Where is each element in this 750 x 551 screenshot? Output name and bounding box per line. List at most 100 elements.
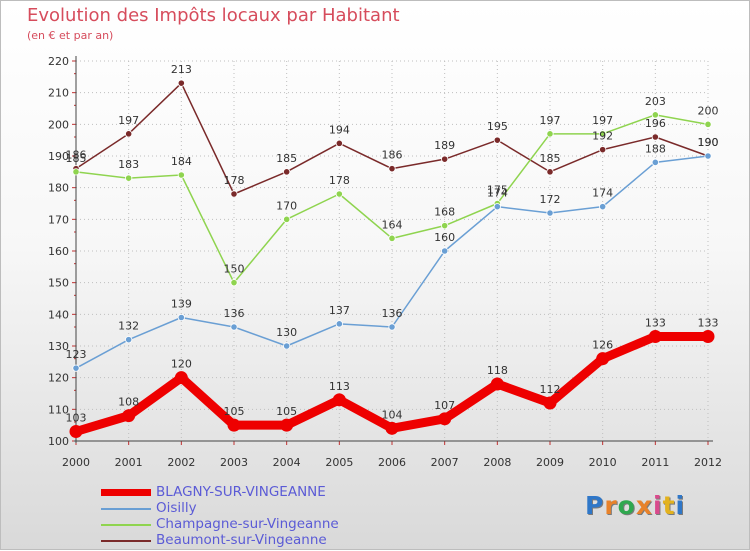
data-point-3: [230, 190, 238, 198]
data-point-1: [283, 342, 291, 350]
y-tick-label: 170: [48, 213, 69, 226]
y-tick-label: 120: [48, 372, 69, 385]
legend-swatch-champagne: [101, 524, 151, 526]
data-label-0: 118: [487, 364, 508, 377]
x-tick-label: 2007: [431, 456, 459, 469]
series-lines: [69, 79, 715, 438]
data-point-1: [125, 336, 133, 344]
chart-title: Evolution des Impôts locaux par Habitant: [27, 5, 400, 26]
data-label-0: 103: [66, 412, 87, 425]
data-label-3: 186: [382, 149, 403, 162]
x-tick-label: 2001: [115, 456, 143, 469]
y-tick-label: 220: [48, 55, 69, 68]
y-tick-label: 200: [48, 118, 69, 131]
data-label-0: 108: [118, 396, 139, 409]
x-tick-label: 2008: [483, 456, 511, 469]
data-point-1: [177, 313, 185, 322]
y-tick-label: 180: [48, 182, 69, 195]
data-label-2: 200: [698, 104, 719, 117]
data-label-2: 164: [382, 218, 403, 231]
data-point-2: [704, 120, 712, 128]
data-labels: 103 108 120 105 105 113 104 107 118 112 126 133 133 1…: [66, 63, 719, 424]
data-point-2: [283, 215, 291, 223]
data-label-1: 123: [66, 348, 87, 361]
data-label-0: 133: [698, 317, 719, 330]
data-point-0: [69, 425, 83, 438]
legend-label-champagne: Champagne-sur-Vingeanne: [156, 516, 339, 532]
data-label-0: 105: [224, 405, 245, 418]
data-point-3: [493, 136, 501, 144]
data-label-1: 172: [540, 193, 561, 206]
y-tick-label: 160: [48, 245, 69, 258]
data-point-3: [546, 168, 554, 176]
data-label-0: 107: [434, 399, 455, 412]
data-point-2: [335, 190, 343, 198]
logo-letter: t: [662, 491, 676, 520]
data-point-0: [227, 418, 241, 432]
logo-letter: r: [604, 491, 618, 520]
data-label-1: 136: [382, 307, 403, 320]
data-label-3: 194: [329, 123, 350, 136]
data-label-1: 130: [276, 326, 297, 339]
data-label-3: 190: [698, 136, 719, 149]
x-tick-label: 2004: [273, 456, 301, 469]
legend-label-blagny: BLAGNY-SUR-VINGEANNE: [156, 484, 326, 500]
data-point-2: [651, 111, 659, 119]
data-point-0: [332, 393, 346, 407]
x-tick-label: 2009: [536, 456, 564, 469]
y-tick-label: 130: [48, 340, 69, 353]
logo-letter: P: [585, 491, 605, 520]
x-tick-label: 2003: [220, 456, 248, 469]
chart-subtitle: (en € et par an): [27, 29, 114, 42]
data-label-2: 168: [434, 206, 455, 219]
data-point-0: [648, 330, 662, 343]
x-tick-label: 2006: [378, 456, 406, 469]
data-label-1: 160: [434, 231, 455, 244]
data-label-1: 188: [645, 142, 666, 155]
data-label-2: 185: [66, 152, 87, 165]
y-tick-label: 190: [48, 150, 69, 163]
data-point-1: [651, 158, 659, 166]
data-label-3: 186: [66, 149, 87, 162]
data-point-1: [704, 152, 712, 160]
data-point-0: [174, 371, 188, 385]
data-point-2: [441, 222, 449, 230]
data-point-1: [335, 320, 343, 328]
data-point-3: [125, 130, 133, 138]
data-point-0: [701, 330, 715, 343]
data-point-2: [546, 130, 554, 138]
logo-letter: o: [617, 491, 636, 520]
legend-label-beaumont: Beaumont-sur-Vingeanne: [156, 532, 327, 548]
data-label-2: 183: [118, 158, 139, 171]
data-label-1: 190: [698, 136, 719, 149]
data-point-0: [122, 409, 136, 423]
logo-letter: i: [653, 491, 663, 520]
data-label-3: 195: [487, 120, 508, 133]
data-label-2: 150: [224, 263, 245, 276]
data-point-2: [230, 279, 238, 287]
data-point-3: [388, 165, 396, 173]
data-point-0: [385, 421, 399, 435]
logo-letter: x: [635, 491, 653, 520]
x-tick-label: 2005: [325, 456, 353, 469]
data-label-3: 185: [540, 152, 561, 165]
data-label-0: 133: [645, 317, 666, 330]
data-point-3: [335, 139, 343, 147]
data-label-3: 196: [645, 117, 666, 130]
x-tick-label: 2011: [641, 456, 669, 469]
data-point-1: [599, 203, 607, 211]
data-label-0: 120: [171, 358, 192, 371]
data-label-3: 197: [118, 114, 139, 127]
data-label-3: 192: [592, 130, 613, 143]
data-label-0: 113: [329, 380, 350, 393]
data-point-1: [72, 364, 80, 372]
data-label-2: 178: [329, 174, 350, 187]
data-point-3: [599, 146, 607, 154]
data-point-2: [177, 171, 185, 179]
y-tick-label: 140: [48, 308, 69, 321]
data-label-2: 184: [171, 155, 192, 168]
data-point-0: [490, 377, 504, 391]
data-point-2: [388, 234, 396, 242]
axes: 100 110 120 130 140 150 160 170 180 190 200 210 220 2…: [48, 55, 722, 469]
